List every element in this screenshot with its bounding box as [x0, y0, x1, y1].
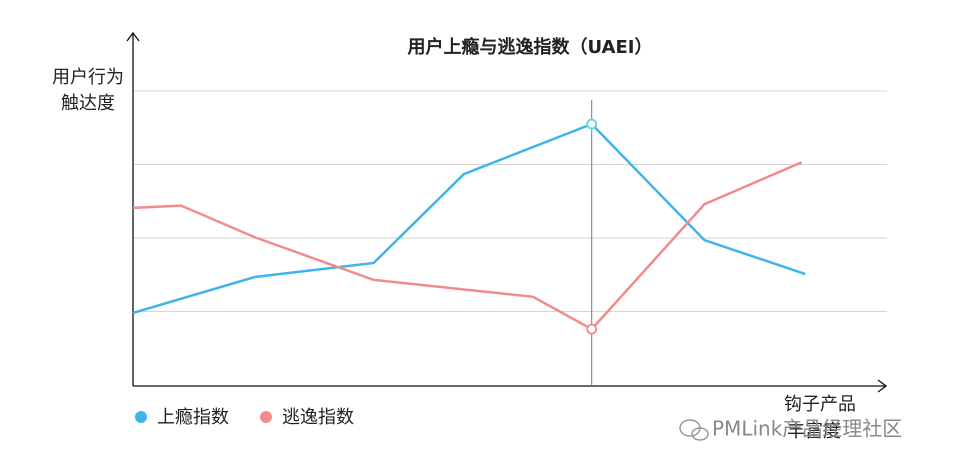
line-series — [132, 122, 806, 315]
legend-marker — [135, 411, 147, 423]
legend-label: 上瘾指数 — [157, 407, 229, 428]
highlight-point — [586, 323, 598, 335]
y-axis-label: 用户行为 — [52, 67, 124, 88]
legend-label: 逃逸指数 — [282, 407, 354, 428]
watermark: PMLink产品经理社区 — [712, 417, 902, 441]
highlight-point — [586, 118, 598, 130]
chart-title: 用户上瘾与逃逸指数（UAEI） — [408, 36, 653, 58]
legend-marker — [260, 411, 272, 423]
x-axis-label: 丰富度 — [787, 421, 841, 442]
watermark-icon — [679, 419, 709, 441]
x-axis-label: 钩子产品 — [784, 394, 856, 415]
line-series — [132, 161, 803, 331]
axes — [126, 31, 888, 393]
y-axis-label: 触达度 — [61, 93, 115, 114]
